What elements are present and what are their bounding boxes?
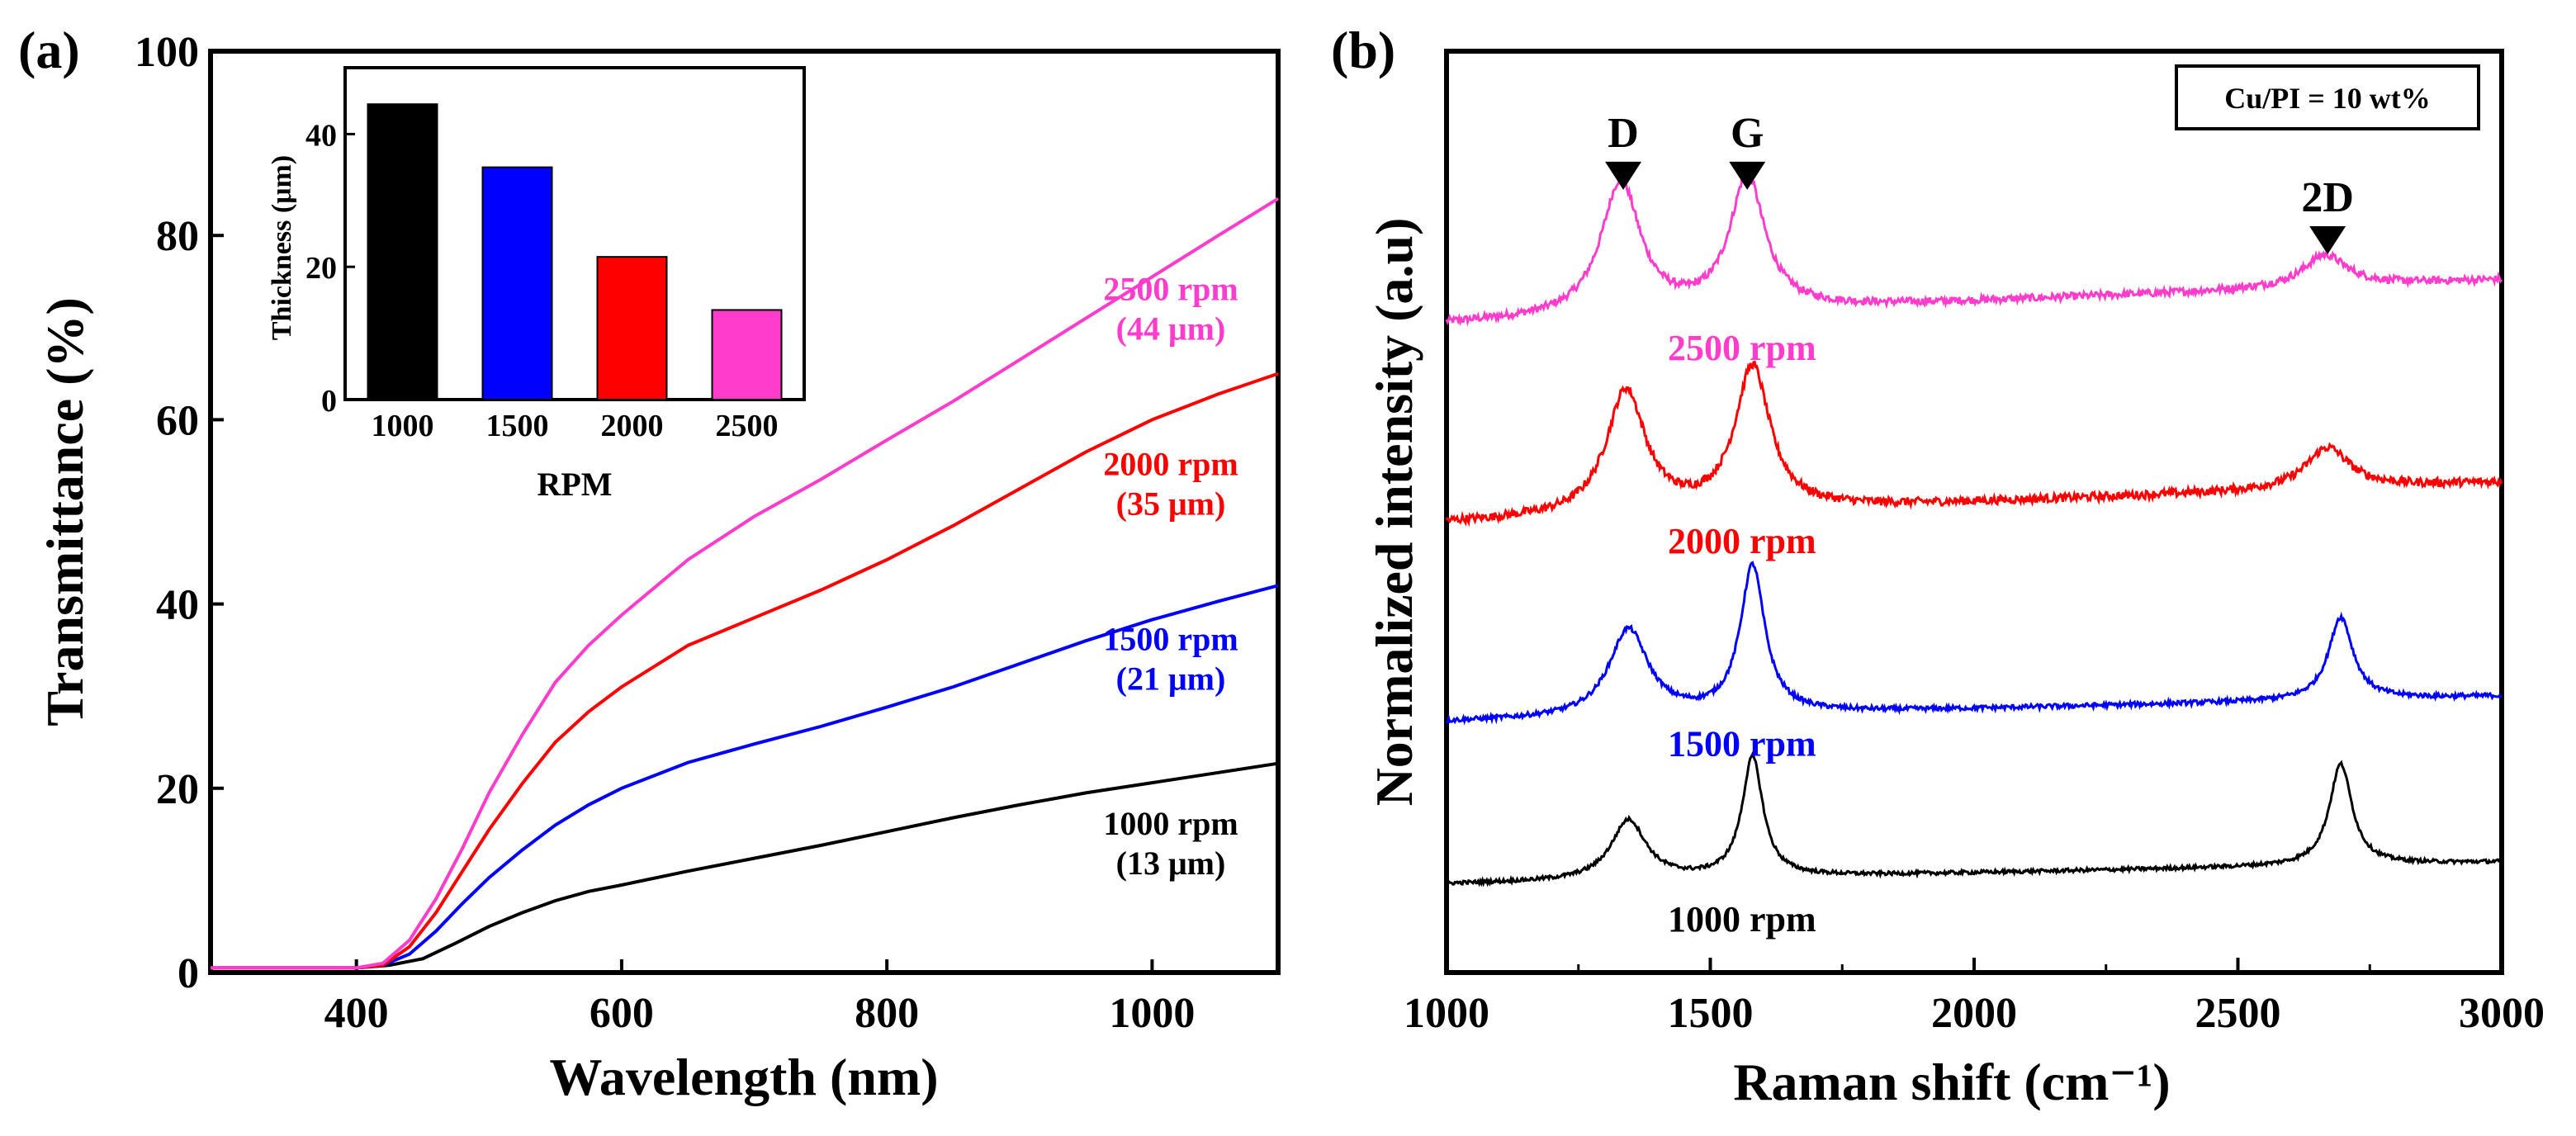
- series-label-rpm_2500: (44 μm): [1116, 310, 1226, 348]
- thickness-bar-2000: [596, 256, 668, 401]
- x-tick-label: 400: [324, 990, 389, 1037]
- y-tick-label: 60: [156, 397, 199, 444]
- inset-x-tick-label: 1500: [486, 409, 549, 443]
- inset-y-tick-label: 0: [321, 384, 337, 419]
- x-tick-label: 2500: [2195, 990, 2281, 1037]
- x-tick-label: 800: [855, 990, 919, 1037]
- x-tick-label: 3000: [2459, 990, 2545, 1037]
- series-line-rpm_1500: [211, 584, 1279, 970]
- series-label-rpm_1500: 1500 rpm: [1103, 621, 1238, 658]
- thickness-bar-2500: [711, 309, 783, 400]
- transmittance-x-axis-title: Wavelength (nm): [549, 1048, 938, 1106]
- series-line-rpm_2500: [211, 196, 1280, 970]
- raman-y-axis-title: Normalized intensity (a.u): [1365, 218, 1423, 807]
- series-label-rpm_2500: 2500 rpm: [1103, 271, 1238, 308]
- peak-marker-2D: [2309, 226, 2346, 255]
- series-label-rpm_2000: (35 μm): [1116, 485, 1226, 523]
- spectrum-label-rpm_2500: 2500 rpm: [1668, 328, 1816, 368]
- y-tick-label: 40: [156, 582, 199, 629]
- spectrum-rpm_2000: [1445, 360, 2503, 528]
- thickness-bar-1500: [481, 166, 553, 400]
- panel-b-label: (b): [1331, 21, 1395, 79]
- transmittance-y-axis-title: Transmittance (%): [36, 297, 94, 727]
- composition-label: Cu/PI = 10 wt%: [2224, 82, 2431, 115]
- raman-chart: 1000 1500 2000 2500 3000 2500 rpm 2000 rpm 150…: [1365, 49, 2545, 1111]
- peak-marker-D: [1605, 161, 1642, 190]
- series-label-rpm_1000: (13 μm): [1116, 845, 1226, 882]
- x-tick-label: 1000: [1109, 990, 1195, 1037]
- raman-peak-markers: D G 2D: [1605, 110, 2354, 255]
- raman-spectra: [1445, 170, 2503, 888]
- y-tick-label: 80: [156, 213, 199, 260]
- x-tick-label: 1000: [1404, 990, 1489, 1037]
- inset-x-axis-title: RPM: [537, 466, 612, 503]
- inset-bars: [367, 103, 783, 401]
- x-tick-label: 2000: [1931, 990, 2017, 1037]
- inset-x-tick-label: 2500: [716, 409, 779, 443]
- series-line-rpm_1000: [211, 761, 1279, 970]
- spectrum-label-rpm_1000: 1000 rpm: [1668, 899, 1816, 940]
- transmittance-lines: [211, 196, 1280, 970]
- spectrum-label-rpm_2000: 2000 rpm: [1668, 521, 1816, 561]
- inset-y-tick-label: 40: [305, 118, 337, 153]
- inset-y-axis-title: Thickness (μm): [267, 155, 297, 340]
- series-label-rpm_1500: (21 μm): [1116, 660, 1226, 698]
- peak-label-G: G: [1731, 110, 1764, 157]
- spectrum-rpm_1000: [1446, 751, 2503, 888]
- series-label-rpm_2000: 2000 rpm: [1103, 446, 1238, 483]
- transmittance-series-labels: 1000 rpm(13 μm) 1500 rpm(21 μm) 2000 rpm(3…: [1103, 271, 1238, 882]
- y-tick-label: 100: [135, 29, 199, 76]
- series-line-rpm_2000: [211, 372, 1279, 970]
- y-tick-label: 0: [178, 950, 199, 997]
- x-tick-label: 1500: [1668, 990, 1754, 1037]
- peak-label-2D: 2D: [2301, 174, 2354, 221]
- series-label-rpm_1000: 1000 rpm: [1103, 805, 1238, 842]
- inset-x-tick-label: 1000: [372, 409, 434, 443]
- inset-y-tick-label: 20: [305, 251, 337, 286]
- inset-x-tick-label: 2000: [601, 409, 664, 443]
- spectrum-rpm_1500: [1446, 561, 2503, 726]
- thickness-inset-chart: 0 20 40 1000 1500 2000 2500 RPM Thickness (μm): [267, 66, 806, 503]
- x-tick-label: 600: [590, 990, 654, 1037]
- raman-x-axis-title: Raman shift (cm⁻¹): [1733, 1053, 2170, 1111]
- peak-label-D: D: [1608, 110, 1639, 157]
- panel-a-label: (a): [18, 21, 80, 79]
- thickness-bar-1000: [367, 103, 438, 400]
- composition-box: [2175, 64, 2480, 130]
- raman-series-labels: 2500 rpm 2000 rpm 1500 rpm 1000 rpm: [1668, 328, 1816, 940]
- spectrum-label-rpm_1500: 1500 rpm: [1668, 724, 1816, 764]
- inset-ticks: 0 20 40 1000 1500 2000 2500: [305, 118, 779, 443]
- transmittance-plot-frame: [208, 49, 1281, 975]
- raman-ticks: 1000 1500 2000 2500 3000: [1404, 958, 2545, 1037]
- y-tick-label: 20: [156, 766, 199, 813]
- peak-marker-G: [1729, 161, 1766, 190]
